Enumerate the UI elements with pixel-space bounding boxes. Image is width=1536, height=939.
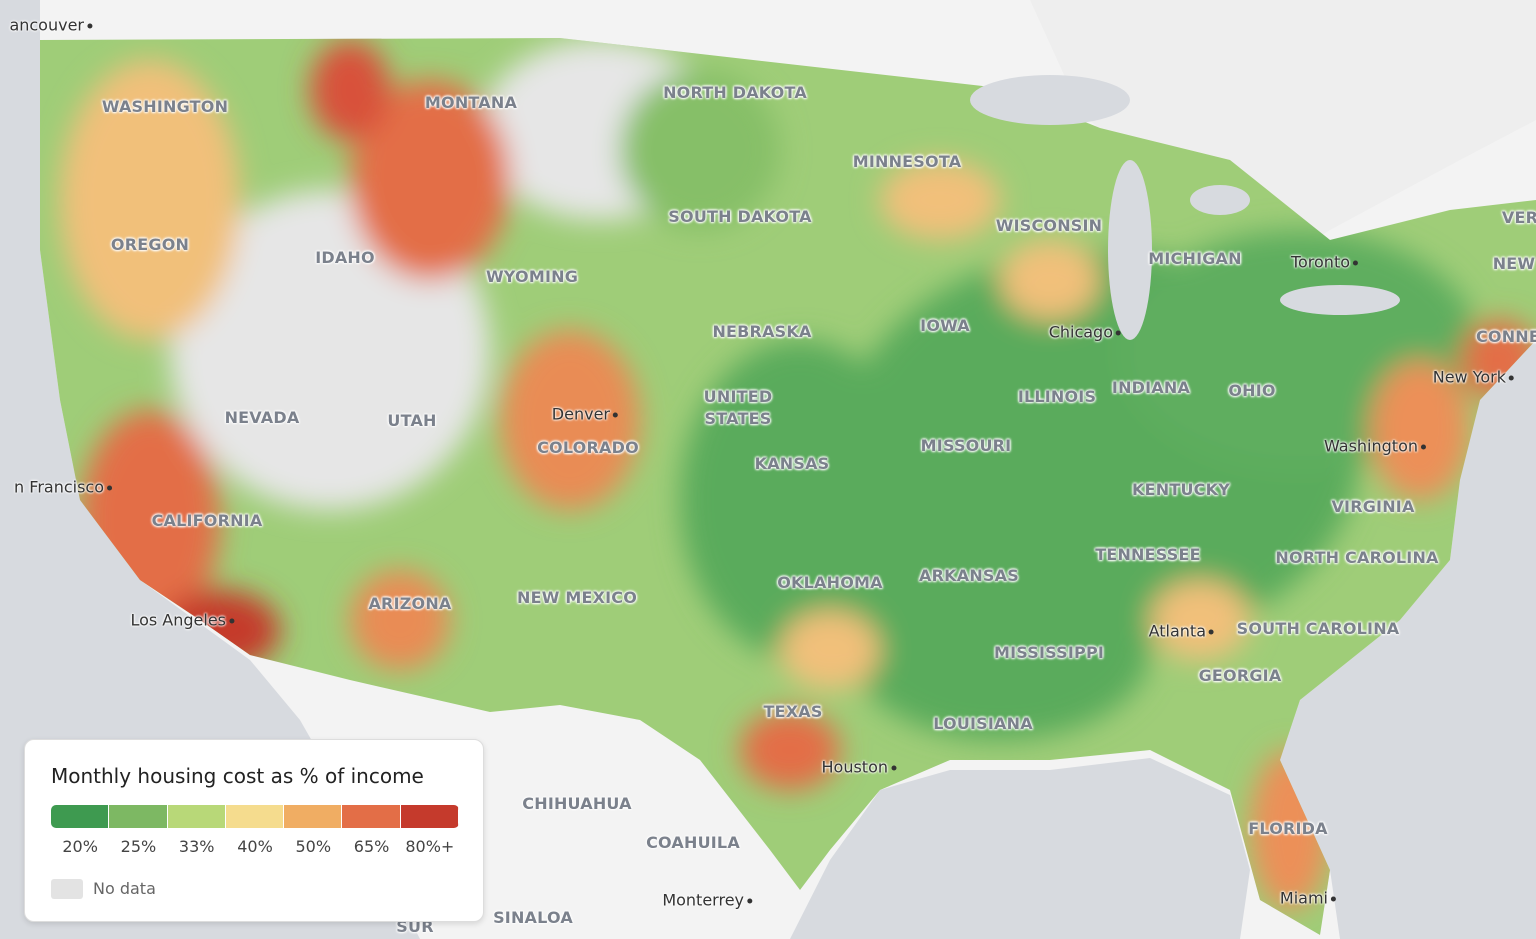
legend-swatch (284, 805, 343, 828)
legend-swatch (167, 805, 226, 828)
region-label: COAHUILA (646, 833, 740, 852)
city-label: Chicago (1048, 322, 1122, 342)
region-label: VIRGINIA (1331, 497, 1415, 516)
region-label: COLORADO (537, 438, 639, 457)
city-label: New York (1432, 367, 1515, 387)
city-label: ancouver (9, 15, 92, 35)
region-label: MINNESOTA (852, 152, 962, 171)
region-label: MISSISSIPPI (993, 643, 1105, 662)
legend-label: 50% (295, 837, 332, 856)
region-label: GEORGIA (1198, 666, 1282, 685)
region-label: OKLAHOMA (777, 573, 883, 592)
region-label: ARKANSAS (919, 566, 1019, 585)
city-label: n Francisco (14, 477, 112, 497)
legend-title: Monthly housing cost as % of income (51, 764, 424, 788)
region-label: MONTANA (424, 93, 518, 112)
city-label: Washington (1323, 436, 1427, 456)
region-label: KENTUCKY (1132, 480, 1230, 499)
city-label: Miami (1279, 888, 1337, 908)
region-label: NEW (1492, 254, 1536, 273)
region-label: INDIANA (1111, 378, 1191, 397)
region-label: LOUISIANA (933, 714, 1033, 733)
region-label: CHIHUAHUA (522, 794, 632, 813)
legend-label: 65% (353, 837, 390, 856)
no-data-label: No data (93, 879, 156, 898)
region-label: UTAH (387, 411, 437, 430)
legend-swatch (400, 805, 459, 828)
region-label: OREGON (110, 235, 190, 254)
city-label: Monterrey (662, 890, 752, 910)
region-label: MICHIGAN (1148, 249, 1242, 268)
legend-label: 80%+ (405, 837, 455, 856)
city-label: Houston (821, 757, 896, 777)
region-label: VER (1501, 208, 1536, 227)
lake-superior (970, 75, 1130, 125)
region-label: CALIFORNIA (151, 511, 263, 530)
region-label: TENNESSEE (1095, 545, 1201, 564)
lake-michigan (1108, 160, 1152, 340)
region-label: WISCONSIN (995, 216, 1103, 235)
pacific (0, 0, 420, 939)
region-label: NEW MEXICO (516, 588, 638, 607)
region-label: IDAHO (315, 248, 375, 267)
region-label: NORTH CAROLINA (1275, 548, 1439, 567)
city-label: Los Angeles (130, 610, 234, 630)
legend-swatch (342, 805, 401, 828)
city-label: Denver (551, 404, 619, 424)
gulf (790, 758, 1250, 939)
lake-erie (1280, 285, 1400, 315)
region-label: FLORIDA (1248, 819, 1328, 838)
region-label: OHIO (1228, 381, 1276, 400)
region-label: KANSAS (754, 454, 830, 473)
legend: Monthly housing cost as % of income 20% 2… (24, 739, 484, 922)
region-label: ARIZONA (368, 594, 452, 613)
region-label: NEBRASKA (712, 322, 812, 341)
legend-label: 40% (237, 837, 273, 856)
legend-swatch (225, 805, 285, 828)
legend-label: 33% (178, 837, 215, 856)
legend-label: 25% (120, 837, 157, 856)
region-label: MISSOURI (920, 436, 1012, 455)
lake-huron (1190, 185, 1250, 215)
region-label: CONNE (1475, 327, 1536, 346)
atlantic (1280, 340, 1536, 939)
legend-bar (51, 805, 459, 828)
legend-labels: 20% 25% 33% 40% 50% 65% 80%+ (51, 837, 459, 856)
region-label: NEVADA (224, 408, 300, 427)
region-label: UNITED STATES (703, 387, 773, 428)
city-label: Atlanta (1148, 621, 1215, 641)
legend-swatch (51, 805, 110, 828)
region-label: WYOMING (485, 267, 579, 286)
legend-swatch (109, 805, 168, 828)
region-label: NORTH DAKOTA (663, 83, 807, 102)
region-label: SOUTH DAKOTA (668, 207, 812, 226)
region-label: WASHINGTON (101, 97, 229, 116)
city-label: Toronto (1290, 252, 1359, 272)
region-label: ILLINOIS (1017, 387, 1097, 406)
canada (1030, 0, 1536, 280)
region-label: TEXAS (763, 702, 823, 721)
region-label: SOUTH CAROLINA (1236, 619, 1400, 638)
legend-label: 20% (62, 837, 98, 856)
no-data-swatch (51, 879, 83, 899)
region-label: SINALOA (493, 908, 573, 927)
region-label: IOWA (920, 316, 970, 335)
